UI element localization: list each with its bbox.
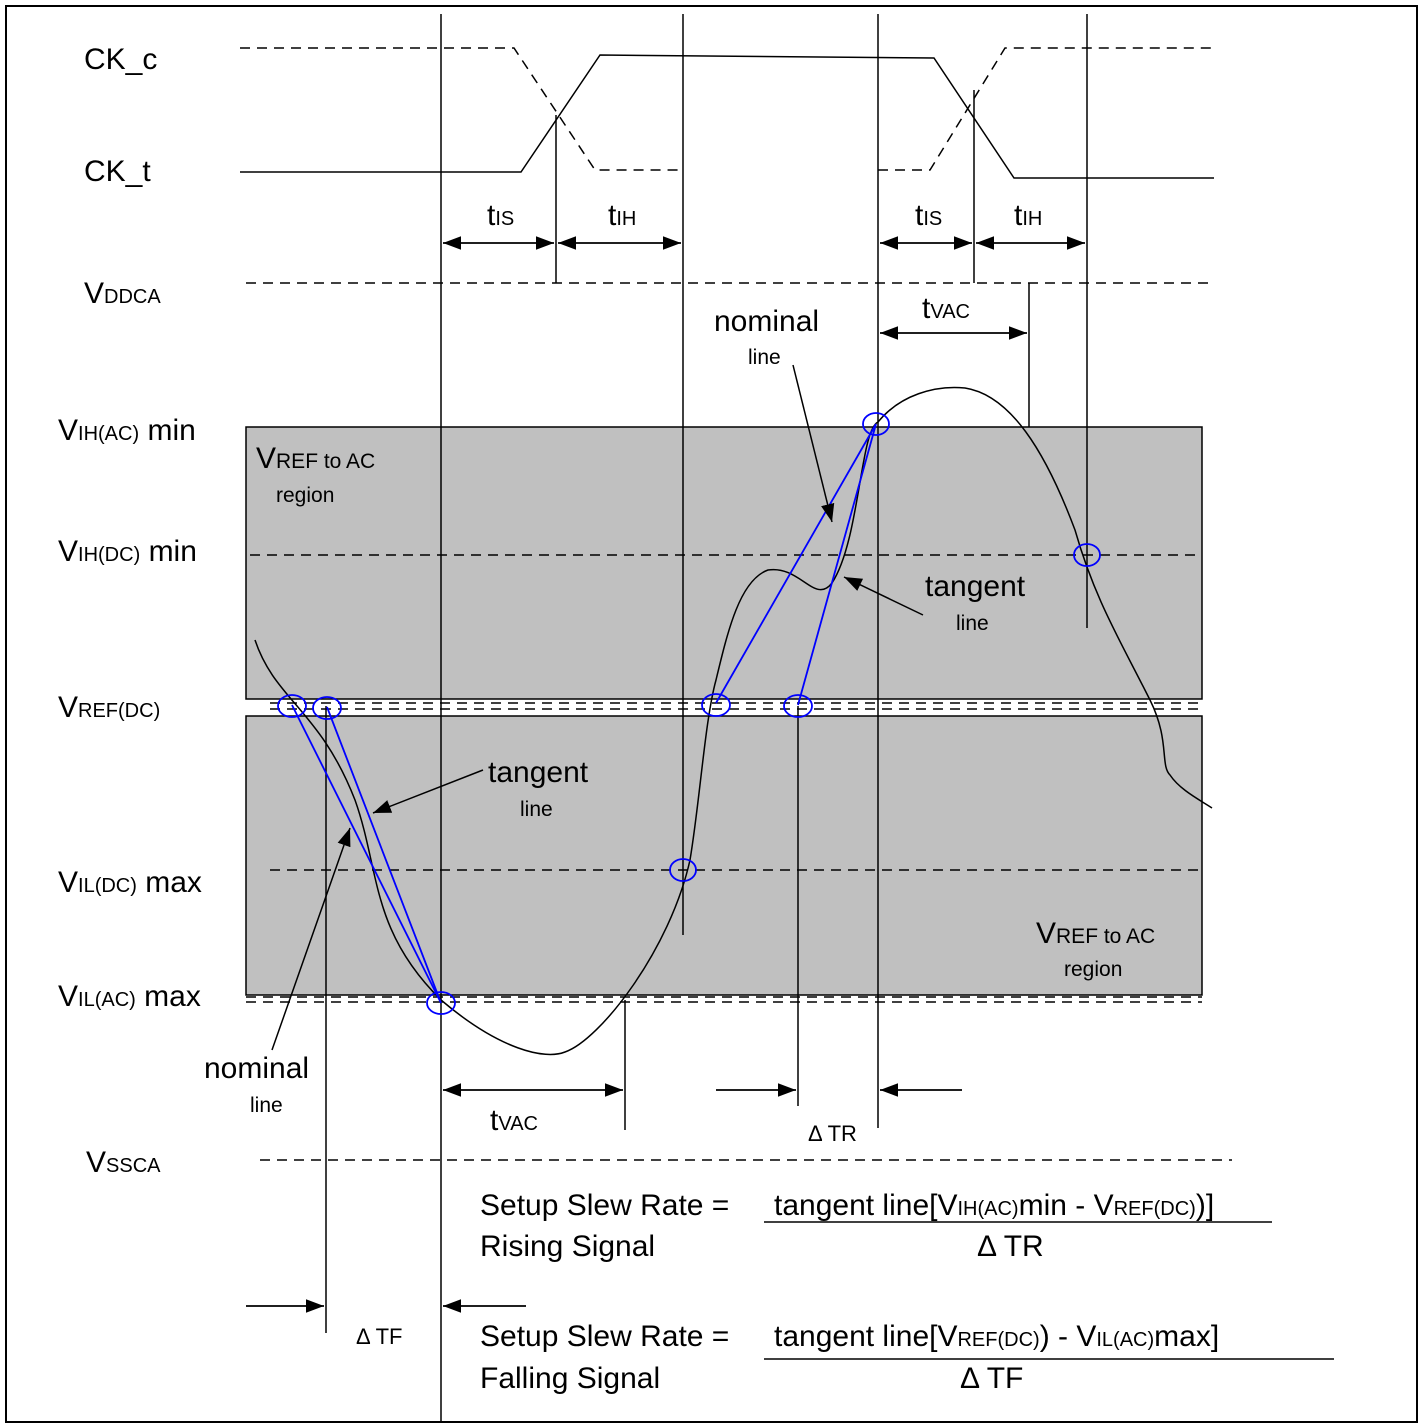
tangent-line-label-rise: tangent — [925, 570, 1026, 603]
formula-rising-left-1: Setup Slew Rate = — [480, 1189, 729, 1222]
nominal-line-label-fall-2: line — [250, 1094, 283, 1117]
tih-label-2: tIH — [1014, 199, 1042, 232]
timing-arrows — [246, 236, 1085, 1313]
signal-waveform — [254, 386, 1213, 1056]
region-label-upper: VREF to AC — [256, 442, 375, 475]
formula-falling-denominator: Δ TF — [960, 1362, 1023, 1395]
circle-vil-ac — [426, 991, 456, 1015]
formula-falling-left-2: Falling Signal — [480, 1362, 660, 1395]
tih-label-1: tIH — [608, 199, 636, 232]
tangent-line-label-fall-2: line — [520, 798, 553, 821]
tangent-line-label-rise-2: line — [956, 612, 989, 635]
vref-dc-label: VREF(DC) — [58, 691, 160, 724]
intersection-markers — [277, 412, 1101, 1015]
formula-falling-left-1: Setup Slew Rate = — [480, 1320, 729, 1353]
ck-t-label: CK_t — [84, 155, 151, 188]
tis-label-1: tIS — [487, 199, 514, 232]
tvac-label-fall: tVAC — [490, 1104, 538, 1137]
vil-dc-label: VIL(DC) max — [58, 866, 202, 899]
pointer-nominal-rise — [792, 364, 835, 523]
region-label-lower: VREF to AC — [1036, 917, 1155, 950]
vil-ac-label: VIL(AC) max — [58, 980, 201, 1013]
vref-to-ac-region-upper — [245, 426, 1203, 700]
ck-c-dashed-1 — [240, 47, 682, 171]
formula-rising-denominator: Δ TR — [977, 1230, 1044, 1263]
circle-vref-rise-nominal — [701, 693, 731, 717]
figure-border — [5, 5, 1418, 1423]
pointer-tangent-rise — [843, 576, 924, 616]
pointer-nominal-fall — [271, 827, 351, 1051]
circle-vref-rise-tangent — [783, 694, 813, 718]
falling-nominal-line — [291, 704, 442, 1004]
ck-t-waveform — [240, 54, 1214, 179]
formula-rising-numerator: tangent line[VIH(AC)min - VREF(DC))] — [774, 1189, 1214, 1222]
region-label-upper-line2: region — [276, 484, 334, 507]
formula-rising-left-2: Rising Signal — [480, 1230, 655, 1263]
nominal-line-label-rise: nominal — [714, 305, 819, 338]
vref-to-ac-region-lower — [245, 715, 1203, 996]
tvac-label-rise: tVAC — [922, 292, 970, 325]
level-lines — [246, 282, 1232, 1161]
delta-tf-label: Δ TF — [356, 1324, 402, 1349]
falling-tangent-line — [326, 706, 442, 1004]
annotation-pointers — [271, 364, 924, 1051]
vih-ac-label: VIH(AC) min — [58, 414, 196, 447]
pointer-tangent-fall — [372, 769, 484, 814]
vertical-lines — [325, 14, 1088, 1422]
circle-vih-dc — [1073, 543, 1101, 567]
nominal-line-label-rise-2: line — [748, 346, 781, 369]
rising-tangent-line — [797, 423, 877, 706]
nominal-line-label-fall: nominal — [204, 1052, 309, 1085]
rising-nominal-line — [715, 423, 877, 704]
blue-construction-lines — [291, 423, 877, 1004]
tis-label-2: tIS — [915, 199, 942, 232]
ck-c-dashed-2 — [878, 47, 1214, 171]
vih-dc-label: VIH(DC) min — [58, 535, 197, 568]
delta-tr-label: Δ TR — [808, 1121, 857, 1146]
circle-vref-fall-tangent — [312, 696, 342, 720]
formula-falling-numerator: tangent line[VREF(DC)) - VIL(AC)max] — [774, 1320, 1219, 1353]
vddca-label: VDDCA — [84, 277, 161, 310]
region-label-lower-line2: region — [1064, 958, 1122, 981]
circle-vil-dc — [669, 858, 697, 882]
circle-vref-fall-nominal — [277, 694, 307, 718]
tangent-line-label-fall: tangent — [488, 756, 589, 789]
circle-vih-ac — [862, 412, 890, 436]
vssca-label: VSSCA — [86, 1146, 161, 1179]
ck-c-label: CK_c — [84, 43, 157, 76]
